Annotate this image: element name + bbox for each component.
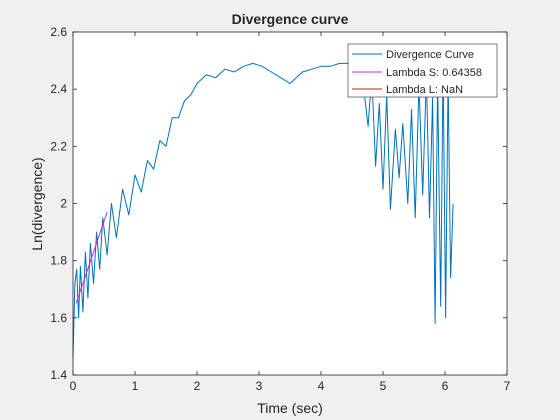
chart-title: Divergence curve [232, 11, 349, 27]
legend: Divergence Curve Lambda S: 0.64358 Lambd… [347, 43, 498, 98]
axes-box [72, 31, 508, 376]
x-tick-label: 6 [442, 379, 449, 393]
x-tick-label: 2 [194, 379, 201, 393]
series-layer [72, 62, 454, 358]
x-tick-label: 7 [504, 379, 511, 393]
series-line-1 [75, 211, 108, 304]
legend-label-lambda-s: Lambda S: 0.64358 [386, 67, 482, 79]
x-tick-label: 3 [256, 379, 263, 393]
legend-box [347, 43, 498, 98]
y-tick-label: 2 [60, 197, 67, 211]
x-tick-label: 5 [380, 379, 387, 393]
x-tick-label: 0 [70, 379, 77, 393]
legend-label-lambda-l: Lambda L: NaN [386, 84, 463, 96]
x-tick-label: 4 [318, 379, 325, 393]
y-tick-label: 1.6 [50, 311, 67, 325]
y-tick-label: 2.4 [50, 82, 67, 96]
y-tick-label: 2.2 [50, 139, 67, 153]
x-axis-label: Time (sec) [257, 400, 323, 416]
y-tick-label: 1.8 [50, 254, 67, 268]
y-tick-label: 2.6 [50, 25, 67, 39]
legend-label-divergence: Divergence Curve [386, 49, 474, 61]
y-axis-label: Ln(divergence) [29, 157, 45, 250]
x-tick-label: 1 [132, 379, 139, 393]
y-tick-label: 1.4 [50, 368, 67, 382]
